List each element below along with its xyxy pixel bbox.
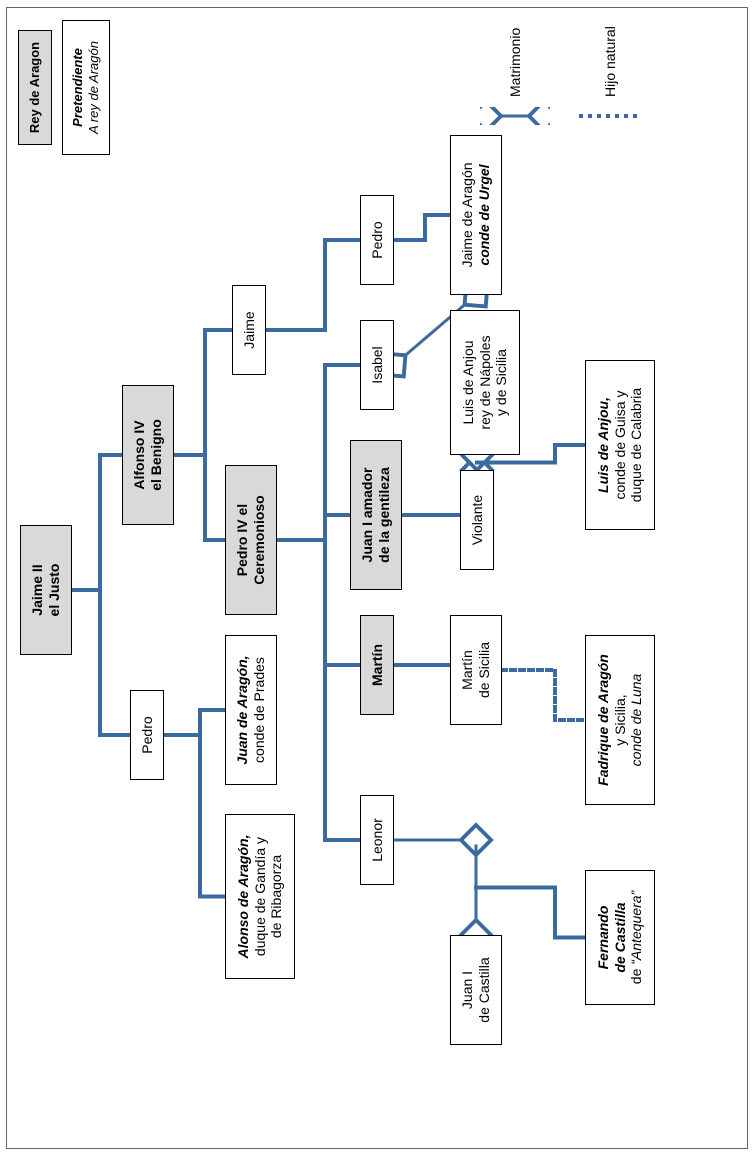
legend-marriage-label: Matrimonio	[507, 28, 523, 97]
legend-natural-label: Hijo natural	[602, 26, 618, 97]
node-alfonso_iv: Alfonso IVel Benigno	[122, 385, 174, 525]
legend-pretender-sub: A rey de Aragón	[86, 41, 101, 134]
node-pedro1: Pedro	[130, 690, 164, 780]
node-pedro2: Pedro	[360, 195, 394, 285]
node-jaime_urgel: Jaime de Aragónconde de Urgel	[450, 135, 502, 295]
legend-marriage: Matrimonio	[480, 28, 550, 125]
node-martin: Martín	[360, 615, 394, 715]
node-martin_sicilia: Martínde Sicilia	[450, 615, 502, 725]
legend-pretender-title: Pretendiente	[70, 48, 85, 127]
legend-natural: Hijo natural	[575, 26, 645, 125]
diagram-canvas: Rey de Aragon Pretendiente A rey de Arag…	[0, 0, 755, 1155]
node-isabel: Isabel	[360, 320, 394, 410]
node-alonso: Alonso de Aragón,duque de Gandía yde Rib…	[225, 814, 295, 979]
node-juan_prades: Juan de Aragón,conde de Prades	[225, 635, 277, 785]
node-luis_anjou: Luis de Anjou,conde de Guisa yduque de C…	[585, 360, 655, 530]
legend-king: Rey de Aragon	[18, 30, 52, 145]
node-luis_anjou_rey: Luis de Anjourey de Nápolesy de Sicilia	[450, 310, 520, 455]
node-pedro_iv: Pedro IV elCeremonioso	[225, 465, 277, 615]
node-juan_castilla: Juan Ide Castilla	[450, 935, 502, 1045]
legend-king-label: Rey de Aragon	[27, 42, 43, 133]
node-jaime3: Jaime	[232, 285, 266, 375]
node-fernando: Fernandode Castillade “Antequera”	[585, 870, 655, 1005]
node-leonor: Leonor	[360, 795, 394, 885]
legend-pretender: Pretendiente A rey de Aragón	[62, 20, 110, 155]
node-fadrique: Fadrique de Aragóny Sicilia,conde de Lun…	[585, 635, 655, 805]
node-juan_i: Juan I amadorde la gentileza	[350, 440, 402, 590]
node-violante: Violante	[460, 470, 494, 570]
node-jaime_ii: Jaime IIel Justo	[20, 525, 72, 655]
